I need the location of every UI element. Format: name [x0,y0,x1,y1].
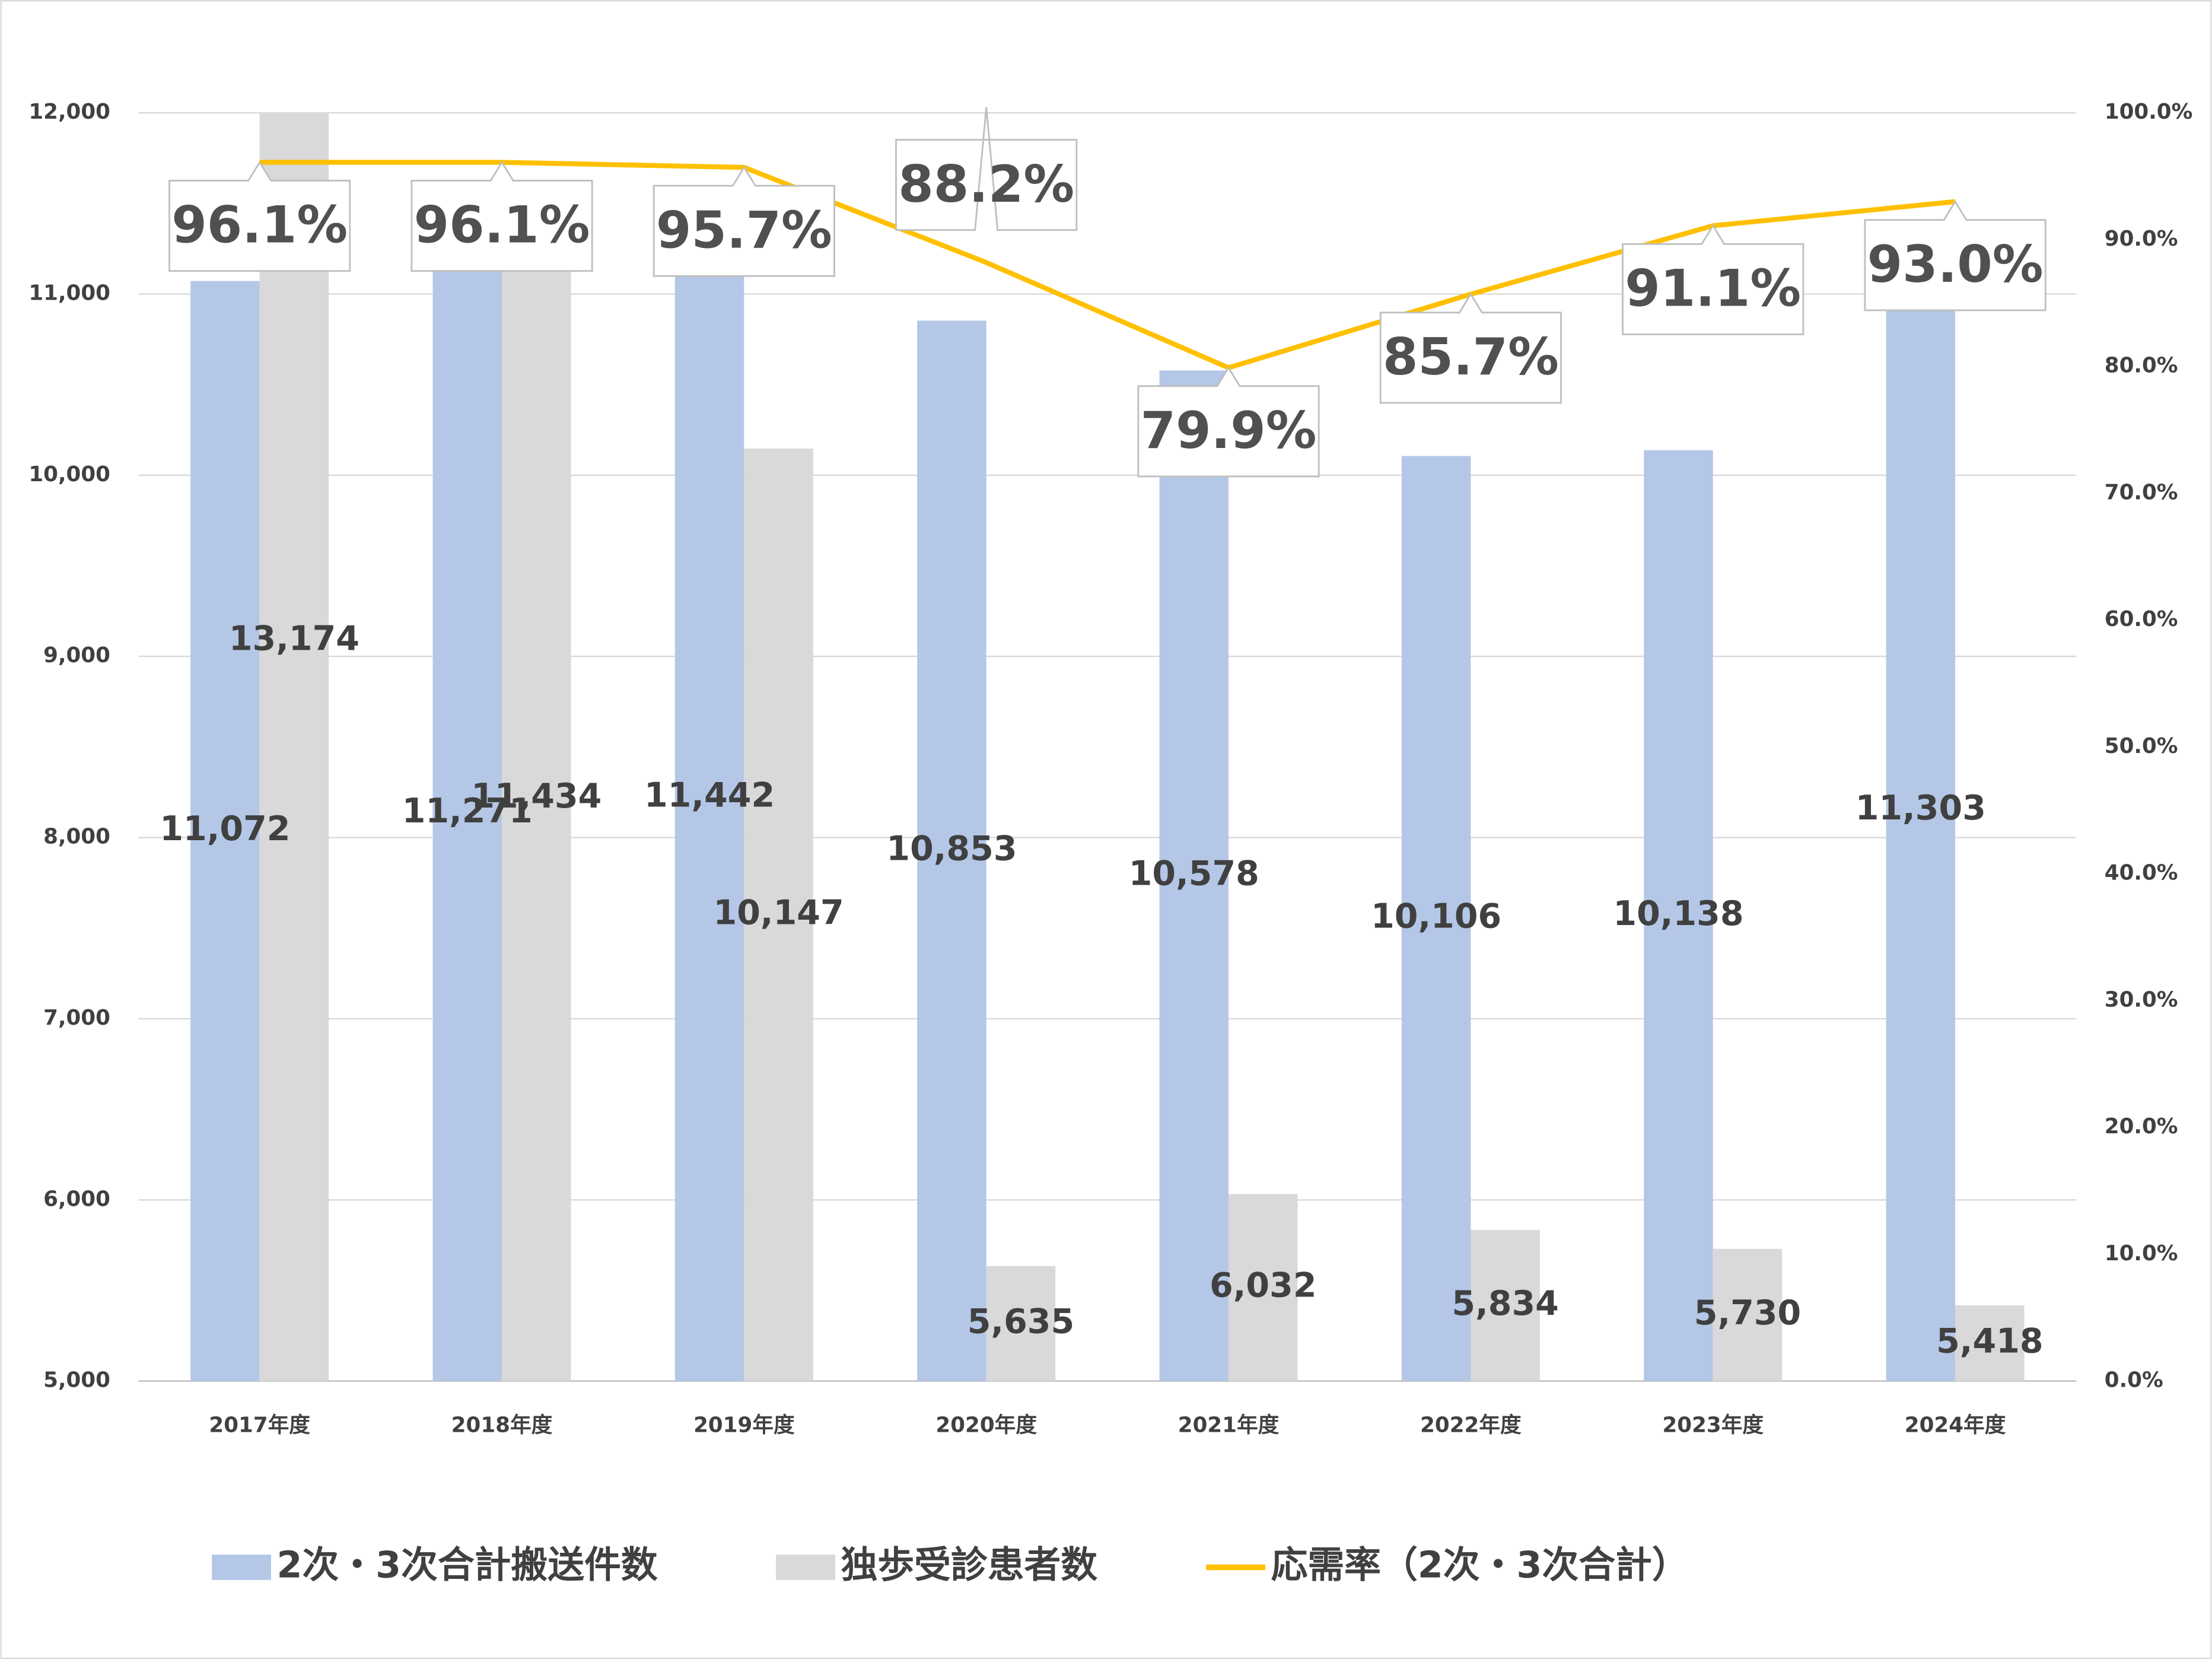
bar-value-label: 10,578 [1129,854,1259,894]
rate-callout: 95.7% [653,166,835,277]
rate-callout: 96.1% [168,160,351,272]
y-tick-label: 9,000 [43,643,110,668]
rate-value-label: 85.7% [1383,328,1559,387]
rate-callout: 96.1% [410,160,593,272]
bar [744,449,813,1381]
rate-line [259,160,1956,371]
bar [1886,239,1956,1381]
y2-tick-label: 90.0% [2105,227,2178,251]
rate-value-label: 79.9% [1141,402,1317,460]
callout-box [895,107,1078,231]
legend-label: 独歩受診患者数 [841,1544,1098,1587]
y2-tick-label: 50.0% [2105,734,2178,758]
x-tick-label: 2021年度 [1178,1413,1280,1438]
rate-callout: 91.1% [1622,224,1804,335]
rate-value-label: 96.1% [171,196,348,255]
x-tick-label: 2024年度 [1905,1413,2006,1438]
bar-value-label: 10,106 [1371,897,1501,936]
bar [917,320,986,1381]
y-tick-label: 10,000 [28,462,110,487]
bar-value-label: 10,138 [1613,894,1743,933]
x-tick-label: 2022年度 [1420,1413,1522,1438]
bar-value-label: 5,834 [1452,1284,1558,1323]
rate-value-label: 95.7% [656,201,832,260]
callout-box [1379,293,1562,404]
y-tick-label: 8,000 [43,825,110,849]
y2-tick-label: 60.0% [2105,607,2178,631]
x-tick-label: 2020年度 [935,1413,1037,1438]
y2-tick-label: 0.0% [2105,1368,2163,1393]
rate-callout: 88.2% [895,107,1078,231]
bar [502,215,571,1381]
bar [1644,450,1713,1381]
x-tick-label: 2019年度 [693,1413,795,1438]
bar-value-label: 6,032 [1210,1266,1316,1305]
y2-tick-label: 100.0% [2105,100,2193,124]
bar-value-label: 11,072 [160,809,290,848]
y2-tick-label: 40.0% [2105,861,2178,885]
legend-swatch [776,1555,836,1580]
rate-callout: 79.9% [1137,366,1320,478]
y2-tick-label: 30.0% [2105,987,2178,1012]
callout-box [1137,366,1320,478]
y-tick-label: 6,000 [43,1187,110,1211]
y-tick-label: 12,000 [28,100,110,124]
y2-tick-label: 70.0% [2105,480,2178,504]
callout-box [1864,200,2047,312]
bar [1713,1248,1783,1381]
bar [259,113,329,1381]
x-tick-label: 2018年度 [451,1413,553,1438]
bar [1401,456,1471,1381]
legend-label: 応需率（2次・3次合計） [1271,1544,1689,1587]
callout-box [168,160,351,272]
callout-box [410,160,593,272]
bar [1159,370,1229,1381]
callout-box [1622,224,1804,335]
bar [1228,1194,1298,1381]
legend-label: 2次・3次合計搬送件数 [277,1544,658,1587]
y-tick-label: 7,000 [43,1006,110,1030]
bar [190,281,260,1381]
bar-value-label: 5,418 [1936,1321,2043,1361]
rate-value-label: 91.1% [1625,260,1801,319]
bar-value-label: 11,271 [402,792,533,831]
bar-value-label: 13,174 [229,619,359,658]
bar-value-label: 11,303 [1855,789,1986,828]
rate-value-label: 96.1% [414,196,590,255]
y-tick-label: 5,000 [43,1368,110,1393]
bar-value-label: 5,730 [1694,1293,1801,1333]
bar-value-label: 5,635 [967,1302,1074,1341]
bar-value-label: 10,853 [886,830,1017,869]
bar-value-label: 10,147 [714,893,844,932]
rate-callout: 93.0% [1864,200,2047,312]
rate-callout: 85.7% [1379,293,1562,404]
bar [1955,1305,2025,1381]
y-tick-label: 11,000 [28,281,110,306]
legend-swatch [212,1555,271,1580]
x-tick-label: 2023年度 [1662,1413,1764,1438]
rate-value-label: 88.2% [898,155,1074,214]
bar-value-label: 11,434 [471,777,601,816]
y2-tick-label: 80.0% [2105,354,2178,378]
x-tick-label: 2017年度 [209,1413,310,1438]
y2-tick-label: 20.0% [2105,1114,2178,1139]
bar [432,244,502,1381]
y2-tick-label: 10.0% [2105,1241,2178,1266]
callout-box [653,166,835,277]
bar [1471,1229,1540,1381]
bar-value-label: 11,442 [644,776,775,815]
bar [674,214,744,1381]
bar [986,1266,1056,1381]
rate-value-label: 93.0% [1867,236,2044,294]
